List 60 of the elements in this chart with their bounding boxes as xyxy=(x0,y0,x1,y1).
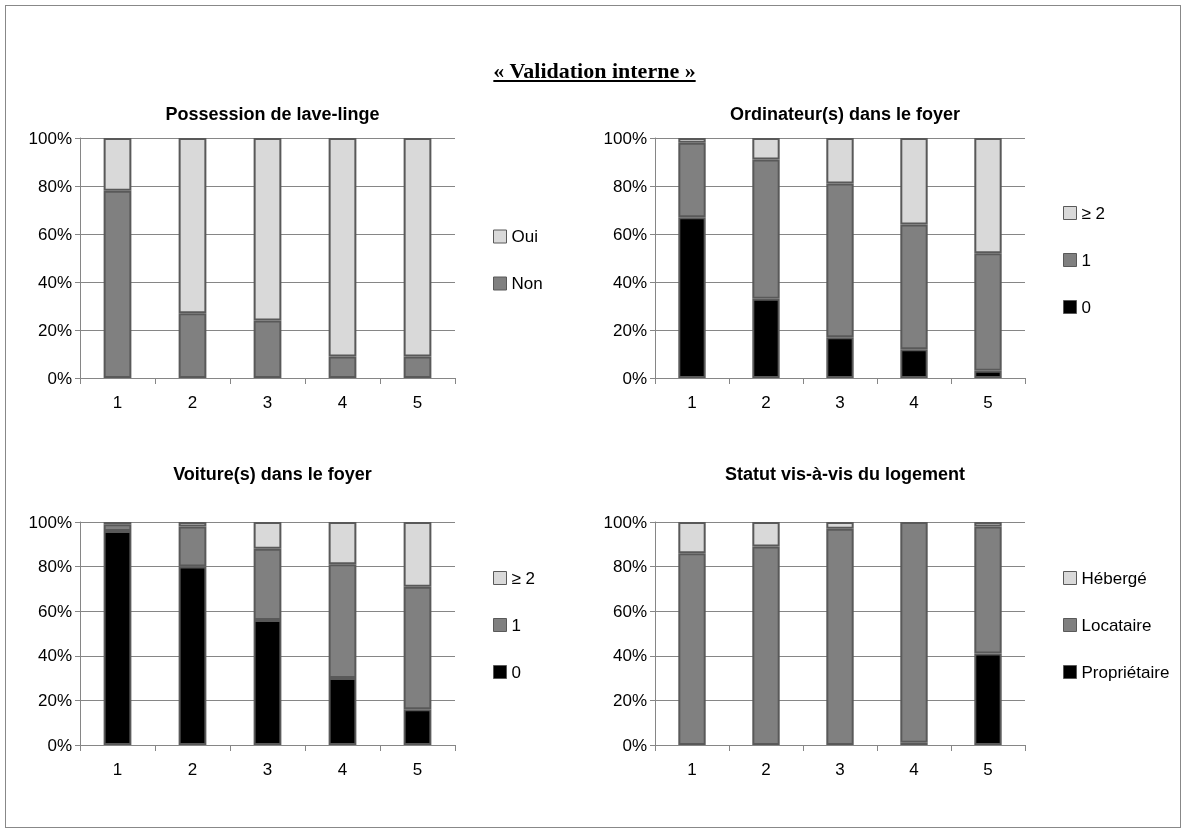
y-tick-label: 20% xyxy=(612,320,647,340)
y-tick-label: 40% xyxy=(37,272,72,292)
chart-title: Statut vis-à-vis du logement xyxy=(724,464,966,484)
x-tick-label: 1 xyxy=(112,760,123,779)
legend-label: Non xyxy=(511,274,543,293)
y-tick-label: 60% xyxy=(37,224,72,244)
chart-title: Voiture(s) dans le foyer xyxy=(173,464,372,484)
legend-label: 1 xyxy=(511,615,521,635)
x-tick-label: 5 xyxy=(412,393,423,412)
y-tick-label: 60% xyxy=(37,601,72,621)
y-tick-label: 20% xyxy=(612,690,647,710)
x-tick-label: 5 xyxy=(412,760,423,779)
legend-label: Locataire xyxy=(1081,615,1152,635)
y-tick-label: 0% xyxy=(47,735,72,755)
x-tick-label: 3 xyxy=(835,760,845,779)
x-tick-label: 1 xyxy=(687,393,697,412)
y-tick-label: 60% xyxy=(612,224,647,244)
x-tick-label: 2 xyxy=(761,760,771,779)
x-tick-label: 3 xyxy=(835,393,845,412)
y-tick-label: 100% xyxy=(28,128,72,148)
legend-label: Oui xyxy=(511,227,538,246)
x-tick-label: 3 xyxy=(262,760,273,779)
x-tick-label: 2 xyxy=(187,760,198,779)
x-tick-label: 4 xyxy=(337,393,348,412)
chart-title: Possession de lave-linge xyxy=(165,104,380,124)
y-tick-label: 80% xyxy=(37,176,72,196)
y-tick-label: 40% xyxy=(37,646,72,666)
y-tick-label: 0% xyxy=(622,735,647,755)
legend-label: 0 xyxy=(1081,297,1091,317)
y-tick-label: 80% xyxy=(612,176,647,196)
x-tick-label: 4 xyxy=(337,760,348,779)
x-tick-label: 5 xyxy=(983,760,993,779)
y-tick-label: 40% xyxy=(612,272,647,292)
x-tick-label: 4 xyxy=(909,760,919,779)
y-tick-label: 80% xyxy=(612,557,647,577)
x-tick-label: 1 xyxy=(687,760,697,779)
x-tick-label: 4 xyxy=(909,393,919,412)
y-tick-label: 100% xyxy=(603,128,647,148)
y-tick-label: 100% xyxy=(603,512,647,532)
legend-label: Propriétaire xyxy=(1081,662,1170,682)
y-tick-label: 60% xyxy=(612,601,647,621)
legend-label: 1 xyxy=(1081,250,1091,270)
chart-title: Ordinateur(s) dans le foyer xyxy=(729,104,961,124)
y-tick-label: 0% xyxy=(622,368,647,388)
legend-label: Hébergé xyxy=(1081,568,1147,588)
text: « Validation interne » xyxy=(492,58,697,84)
legend-label: ≥ 2 xyxy=(1081,203,1106,223)
y-tick-label: 20% xyxy=(37,690,72,710)
x-tick-label: 3 xyxy=(262,393,273,412)
x-tick-label: 2 xyxy=(187,393,198,412)
y-tick-label: 20% xyxy=(37,320,72,340)
x-tick-label: 5 xyxy=(983,393,993,412)
y-tick-label: 40% xyxy=(612,646,647,666)
y-tick-label: 80% xyxy=(37,557,72,577)
legend-label: ≥ 2 xyxy=(511,568,536,588)
y-tick-label: 0% xyxy=(47,368,72,388)
x-tick-label: 2 xyxy=(761,393,771,412)
x-tick-label: 1 xyxy=(112,393,123,412)
y-tick-label: 100% xyxy=(28,512,72,532)
legend-label: 0 xyxy=(511,662,521,682)
